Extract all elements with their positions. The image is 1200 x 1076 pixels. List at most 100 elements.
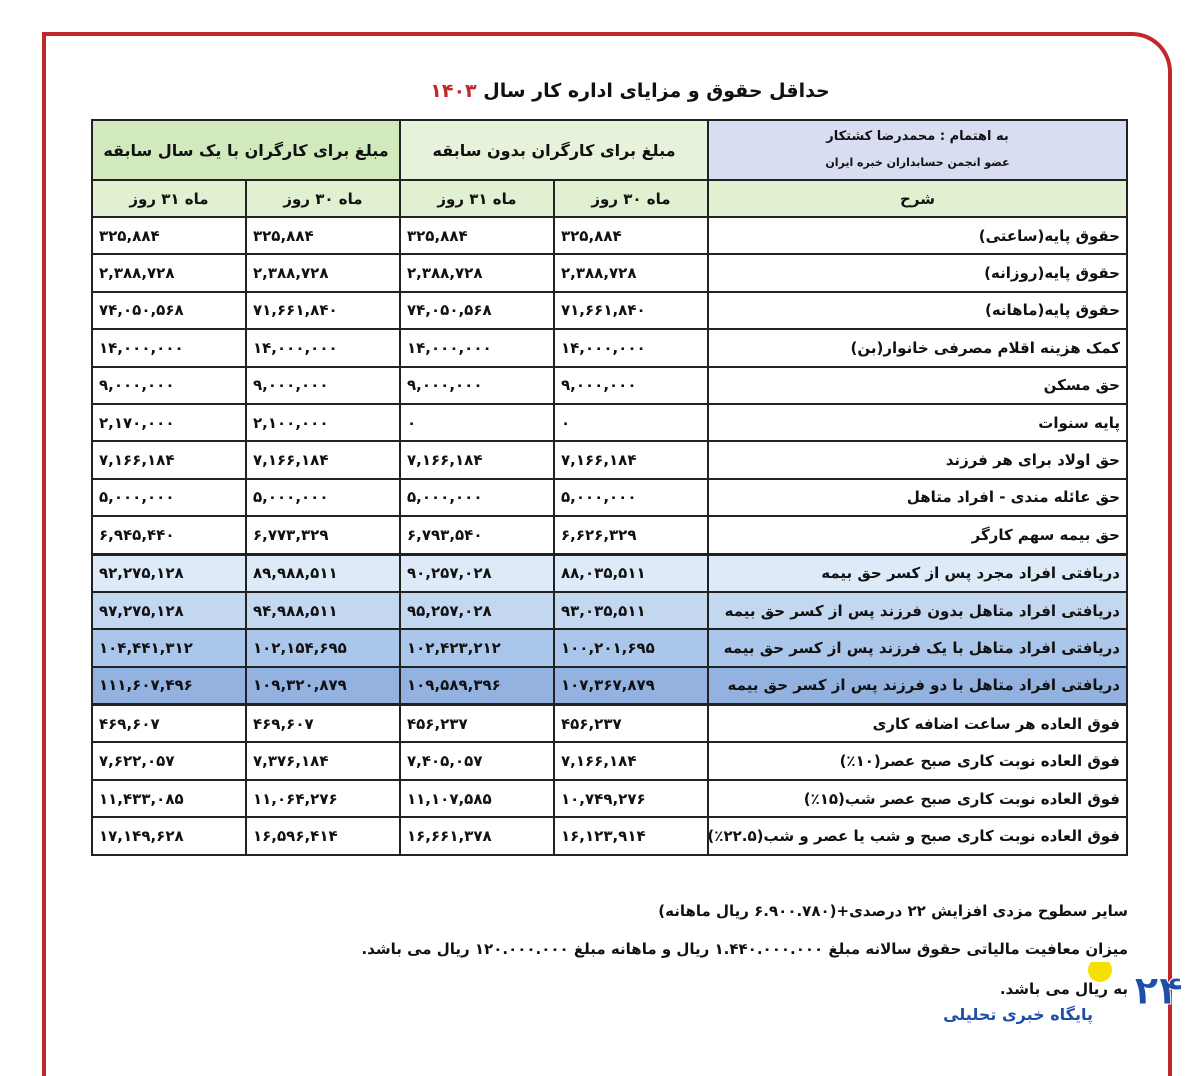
amount-cell: ۱۰۴,۴۴۱,۳۱۲: [91, 628, 247, 668]
amount-cell: ۵,۰۰۰,۰۰۰: [399, 477, 555, 518]
amount-cell: ۱۱,۰۶۴,۲۷۶: [245, 778, 401, 819]
amount-cell: ۱۰۹,۵۸۹,۳۹۶: [399, 665, 555, 706]
salary-table: به اهتمام : محمدرضا کشتکار عضو انجمن حساب…: [91, 119, 1128, 856]
amount-cell: ۱۰۹,۳۲۰,۸۷۹: [245, 665, 401, 706]
amount-cell: ۷,۴۰۵,۰۵۷: [399, 741, 555, 781]
amount-cell: ۳۲۵,۸۸۴: [245, 215, 401, 256]
row-label: حقوق پایه(ماهانه): [707, 290, 1128, 331]
amount-cell: ۷,۱۶۶,۱۸۴: [91, 440, 247, 480]
table-row: فوق العاده هر ساعت اضافه کاری ۴۵۶,۲۳۷ ۴۵۶,…: [91, 703, 1128, 744]
amount-cell: ۲,۱۰۰,۰۰۰: [245, 402, 401, 443]
amount-cell: ۴۵۶,۲۳۷: [399, 703, 555, 744]
amount-cell: ۱۴,۰۰۰,۰۰۰: [553, 328, 709, 368]
group-no-experience-header: مبلغ برای کارگران بدون سابقه: [399, 119, 709, 181]
page-title: حداقل حقوق و مزایای اداره کار سال ۱۴۰۳: [430, 80, 830, 102]
amount-cell: ۸۹,۹۸۸,۵۱۱: [245, 552, 401, 593]
amount-cell: ۱۱۱,۶۰۷,۴۹۶: [91, 665, 247, 706]
amount-cell: ۹۳,۰۳۵,۵۱۱: [553, 590, 709, 631]
amount-cell: ۷,۳۷۶,۱۸۴: [245, 741, 401, 781]
logo: ۲۴ پایگاه خبری تحلیلی: [888, 958, 1188, 1032]
table-row: حقوق پایه(روزانه) ۲,۳۸۸,۷۲۸ ۲,۳۸۸,۷۲۸ ۲,۳۸۸…: [91, 253, 1128, 293]
amount-cell: ۱۶,۵۹۶,۴۱۴: [245, 816, 401, 856]
amount-cell: ۲,۳۸۸,۷۲۸: [91, 253, 247, 293]
amount-cell: ۸۸,۰۳۵,۵۱۱: [553, 552, 709, 593]
page-frame: [42, 32, 1172, 1076]
svg-text:پایگاه خبری تحلیلی: پایگاه خبری تحلیلی: [943, 1005, 1093, 1025]
amount-cell: ۶,۷۹۳,۵۴۰: [399, 515, 555, 556]
amount-cell: ۲,۳۸۸,۷۲۸: [245, 253, 401, 293]
amount-cell: ۴۶۹,۶۰۷: [91, 703, 247, 744]
amount-cell: ۶,۹۴۵,۴۴۰: [91, 515, 247, 556]
amount-cell: ۱۴,۰۰۰,۰۰۰: [245, 328, 401, 368]
amount-cell: ۹۴,۹۸۸,۵۱۱: [245, 590, 401, 631]
amount-cell: ۱۰۷,۳۶۷,۸۷۹: [553, 665, 709, 706]
amount-cell: ۹۵,۲۵۷,۰۲۸: [399, 590, 555, 631]
amount-cell: ۷,۶۲۲,۰۵۷: [91, 741, 247, 781]
table-row: دریافتی افراد متاهل با دو فرزند پس از کس…: [91, 665, 1128, 706]
header-row: به اهتمام : محمدرضا کشتکار عضو انجمن حساب…: [91, 119, 1128, 181]
row-label: حقوق پایه(ساعتی): [707, 215, 1128, 256]
amount-cell: ۷۴,۰۵۰,۵۶۸: [91, 290, 247, 331]
amount-cell: ۱۱,۴۳۳,۰۸۵: [91, 778, 247, 819]
amount-cell: ۷,۱۶۶,۱۸۴: [553, 741, 709, 781]
amount-cell: ۵,۰۰۰,۰۰۰: [91, 477, 247, 518]
days30-header: ماه ۳۰ روز: [553, 179, 709, 218]
row-label: دریافتی افراد متاهل با دو فرزند پس از کس…: [707, 665, 1128, 706]
days31-header: ماه ۳۱ روز: [91, 179, 247, 218]
table-row: حقوق پایه(ماهانه) ۷۱,۶۶۱,۸۴۰ ۷۴,۰۵۰,۵۶۸ ۷۱,…: [91, 290, 1128, 331]
amount-cell: ۹,۰۰۰,۰۰۰: [91, 365, 247, 405]
amount-cell: ۲,۳۸۸,۷۲۸: [399, 253, 555, 293]
table-row: فوق العاده نوبت کاری صبح و شب یا عصر و ش…: [91, 816, 1128, 856]
table-row: فوق العاده نوبت کاری صبح عصر شب(۱۵٪) ۱۰,۷…: [91, 778, 1128, 819]
desc-header: شرح: [707, 179, 1128, 218]
amount-cell: ۱۷,۱۴۹,۶۲۸: [91, 816, 247, 856]
svg-text:۲۴: ۲۴: [1134, 968, 1183, 1014]
row-label: حق بیمه سهم کارگر: [707, 515, 1128, 556]
table-row: فوق العاده نوبت کاری صبح عصر(۱۰٪) ۷,۱۶۶,۱…: [91, 741, 1128, 781]
amount-cell: ۷۱,۶۶۱,۸۴۰: [553, 290, 709, 331]
amount-cell: ۱۰۲,۴۲۳,۲۱۲: [399, 628, 555, 668]
row-label: دریافتی افراد مجرد پس از کسر حق بیمه: [707, 552, 1128, 593]
amount-cell: ۳۲۵,۸۸۴: [91, 215, 247, 256]
row-label: پایه سنوات: [707, 402, 1128, 443]
amount-cell: ۳۲۵,۸۸۴: [399, 215, 555, 256]
amount-cell: ۲,۱۷۰,۰۰۰: [91, 402, 247, 443]
amount-cell: ۱۴,۰۰۰,۰۰۰: [399, 328, 555, 368]
amount-cell: ۷,۱۶۶,۱۸۴: [245, 440, 401, 480]
amount-cell: ۱۰۰,۲۰۱,۶۹۵: [553, 628, 709, 668]
row-label: فوق العاده هر ساعت اضافه کاری: [707, 703, 1128, 744]
row-label: فوق العاده نوبت کاری صبح عصر شب(۱۵٪): [707, 778, 1128, 819]
amount-cell: ۱۶,۶۶۱,۳۷۸: [399, 816, 555, 856]
amount-cell: ۰: [399, 402, 555, 443]
days30-header: ماه ۳۰ روز: [245, 179, 401, 218]
amount-cell: ۱۰۲,۱۵۴,۶۹۵: [245, 628, 401, 668]
row-label: کمک هزینه اقلام مصرفی خانوار(بن): [707, 328, 1128, 368]
amount-cell: ۹,۰۰۰,۰۰۰: [245, 365, 401, 405]
row-label: حق مسکن: [707, 365, 1128, 405]
amount-cell: ۱۱,۱۰۷,۵۸۵: [399, 778, 555, 819]
row-label: دریافتی افراد متاهل بدون فرزند پس از کسر…: [707, 590, 1128, 631]
amount-cell: ۶,۶۲۶,۳۲۹: [553, 515, 709, 556]
amount-cell: ۱۴,۰۰۰,۰۰۰: [91, 328, 247, 368]
amount-cell: ۹۰,۲۵۷,۰۲۸: [399, 552, 555, 593]
amount-cell: ۶,۷۷۳,۳۲۹: [245, 515, 401, 556]
logo-mark-icon: ۲۴ پایگاه خبری تحلیلی: [943, 958, 1184, 1025]
row-label: فوق العاده نوبت کاری صبح عصر(۱۰٪): [707, 741, 1128, 781]
note-tax-exemption: میزان معافیت مالیاتی حقوق سالانه مبلغ ۱.…: [361, 940, 1128, 958]
amount-cell: ۴۵۶,۲۳۷: [553, 703, 709, 744]
amount-cell: ۹۷,۲۷۵,۱۲۸: [91, 590, 247, 631]
amount-cell: ۹,۰۰۰,۰۰۰: [399, 365, 555, 405]
amount-cell: ۷,۱۶۶,۱۸۴: [399, 440, 555, 480]
amount-cell: ۴۶۹,۶۰۷: [245, 703, 401, 744]
row-label: فوق العاده نوبت کاری صبح و شب یا عصر و ش…: [707, 816, 1128, 856]
amount-cell: ۳۲۵,۸۸۴: [553, 215, 709, 256]
amount-cell: ۷۴,۰۵۰,۵۶۸: [399, 290, 555, 331]
prepared-by-cell: به اهتمام : محمدرضا کشتکار عضو انجمن حساب…: [707, 119, 1128, 181]
row-label: حق اولاد برای هر فرزند: [707, 440, 1128, 480]
amount-cell: ۵,۰۰۰,۰۰۰: [245, 477, 401, 518]
amount-cell: ۰: [553, 402, 709, 443]
table-row: دریافتی افراد متاهل با یک فرزند پس از کس…: [91, 628, 1128, 668]
table-row: حق اولاد برای هر فرزند ۷,۱۶۶,۱۸۴ ۷,۱۶۶,۱۸۴…: [91, 440, 1128, 480]
amount-cell: ۲,۳۸۸,۷۲۸: [553, 253, 709, 293]
row-label: حقوق پایه(روزانه): [707, 253, 1128, 293]
